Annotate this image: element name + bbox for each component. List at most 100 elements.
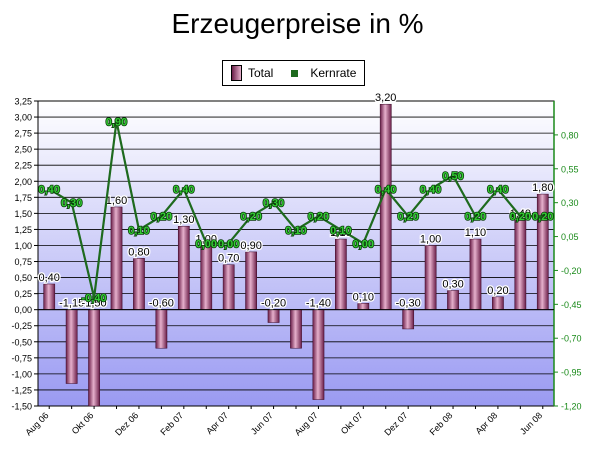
legend: Total Kernrate	[222, 60, 366, 86]
line-data-label: 0,20	[240, 211, 261, 223]
line-point-kernrate	[338, 227, 343, 232]
line-data-label: 0,20	[465, 211, 486, 223]
plot-area	[38, 101, 554, 406]
bar-data-label: -0,60	[149, 298, 174, 310]
bar-total	[379, 103, 392, 310]
line-data-label: 0,20	[308, 211, 329, 223]
line-data-label: 0,30	[263, 198, 284, 210]
y-left-tick-label: -1,50	[11, 402, 32, 412]
y-right-tick-label: 0,05	[561, 232, 579, 242]
y-left-tick-label: 0,00	[14, 305, 32, 315]
bar-total	[200, 245, 213, 310]
y-right-tick-label: 0,80	[561, 130, 579, 140]
line-point-kernrate	[159, 214, 164, 219]
line-data-label: 0,20	[397, 211, 418, 223]
x-tick-label: Okt 07	[339, 410, 365, 436]
y-left-tick-label: 0,50	[14, 273, 32, 283]
x-tick-label: Feb 08	[428, 410, 455, 437]
x-tick-label: Apr 07	[204, 410, 230, 436]
line-data-label: 0,00	[196, 238, 217, 250]
bar-data-label: 1,30	[173, 214, 194, 226]
bar-data-label: -0,30	[396, 298, 421, 310]
bar-total	[335, 238, 347, 310]
bar-total	[88, 309, 100, 407]
bar-data-label: 0,10	[353, 291, 374, 303]
line-point-kernrate	[136, 227, 141, 232]
bar-total	[424, 245, 437, 310]
line-data-label: 0,40	[487, 184, 508, 196]
bar-data-label: 0,80	[128, 246, 149, 258]
bar-data-label: 1,10	[330, 227, 351, 239]
bar-total	[65, 309, 78, 384]
bar-total	[514, 219, 527, 310]
line-data-label: 0,90	[106, 116, 127, 128]
y-right-tick-label: 0,55	[561, 164, 579, 174]
legend-item-total: Total	[231, 65, 273, 81]
line-point-kernrate	[181, 187, 186, 192]
y-left-tick-label: 2,00	[14, 177, 32, 187]
line-data-label: 0,00	[218, 238, 239, 250]
bar-data-label: -1,40	[306, 298, 331, 310]
line-data-label: 0,20	[510, 211, 531, 223]
x-tick-label: Aug 06	[23, 410, 50, 437]
bar-data-label: 1,10	[465, 227, 486, 239]
line-point-kernrate	[226, 241, 231, 246]
line-point-kernrate	[428, 187, 433, 192]
bar-total	[267, 309, 280, 323]
line-point-kernrate	[473, 214, 478, 219]
bar-total	[222, 264, 235, 310]
bar-data-label: 0,40	[39, 272, 60, 284]
legend-swatch-total	[231, 65, 242, 81]
x-tick-label: Okt 06	[70, 410, 96, 436]
x-tick-label: Aug 07	[293, 410, 320, 437]
y-left-tick-label: 3,25	[14, 97, 32, 107]
line-point-kernrate	[47, 187, 52, 192]
bar-data-label: 0,20	[487, 285, 508, 297]
x-tick-label: Jun 08	[518, 410, 544, 436]
x-tick-label: Feb 07	[158, 410, 185, 437]
y-left-tick-label: 1,00	[14, 241, 32, 251]
y-right-tick-label: -0,70	[561, 334, 582, 344]
y-left-tick-label: -1,00	[11, 369, 32, 379]
bar-data-label: 1,80	[532, 182, 553, 194]
line-point-kernrate	[92, 295, 97, 300]
legend-swatch-kernrate	[291, 69, 299, 77]
line-point-kernrate	[540, 214, 545, 219]
x-tick-label: Dez 06	[113, 410, 140, 437]
bar-total	[447, 290, 459, 310]
line-data-label: 0,20	[532, 211, 553, 223]
line-point-kernrate	[361, 241, 366, 246]
y-right-tick-label: 0,30	[561, 198, 579, 208]
y-left-tick-label: 2,25	[14, 161, 32, 171]
line-data-label: 0,40	[39, 184, 60, 196]
line-point-kernrate	[204, 241, 209, 246]
line-data-label: 0,10	[330, 225, 351, 237]
bar-total	[357, 303, 370, 310]
y-left-tick-label: 1,25	[14, 225, 32, 235]
y-right-tick-label: -0,20	[561, 266, 582, 276]
line-point-kernrate	[451, 173, 456, 178]
y-left-tick-label: 2,50	[14, 145, 32, 155]
bar-total	[402, 309, 415, 330]
y-left-tick-label: 1,50	[14, 209, 32, 219]
x-tick-label: Dez 07	[382, 410, 409, 437]
legend-item-kernrate: Kernrate	[287, 66, 356, 80]
line-data-label: 0,20	[151, 211, 172, 223]
bar-data-label: -1,15	[59, 298, 84, 310]
bar-data-label: 0,90	[240, 240, 261, 252]
legend-label-kernrate: Kernrate	[310, 66, 357, 80]
line-point-kernrate	[271, 200, 276, 205]
line-point-kernrate	[406, 214, 411, 219]
bar-data-label: 3,20	[375, 92, 396, 104]
x-tick-label: Jun 07	[249, 410, 275, 436]
line-point-kernrate	[383, 187, 388, 192]
bar-total	[177, 225, 190, 310]
line-data-label: 0,40	[420, 184, 441, 196]
line-data-label: 0,40	[375, 184, 396, 196]
bar-total	[312, 309, 325, 400]
y-left-tick-label: 3,00	[14, 113, 32, 123]
legend-label-total: Total	[248, 66, 274, 80]
line-point-kernrate	[69, 200, 74, 205]
y-right-tick-label: -0,95	[561, 368, 582, 378]
